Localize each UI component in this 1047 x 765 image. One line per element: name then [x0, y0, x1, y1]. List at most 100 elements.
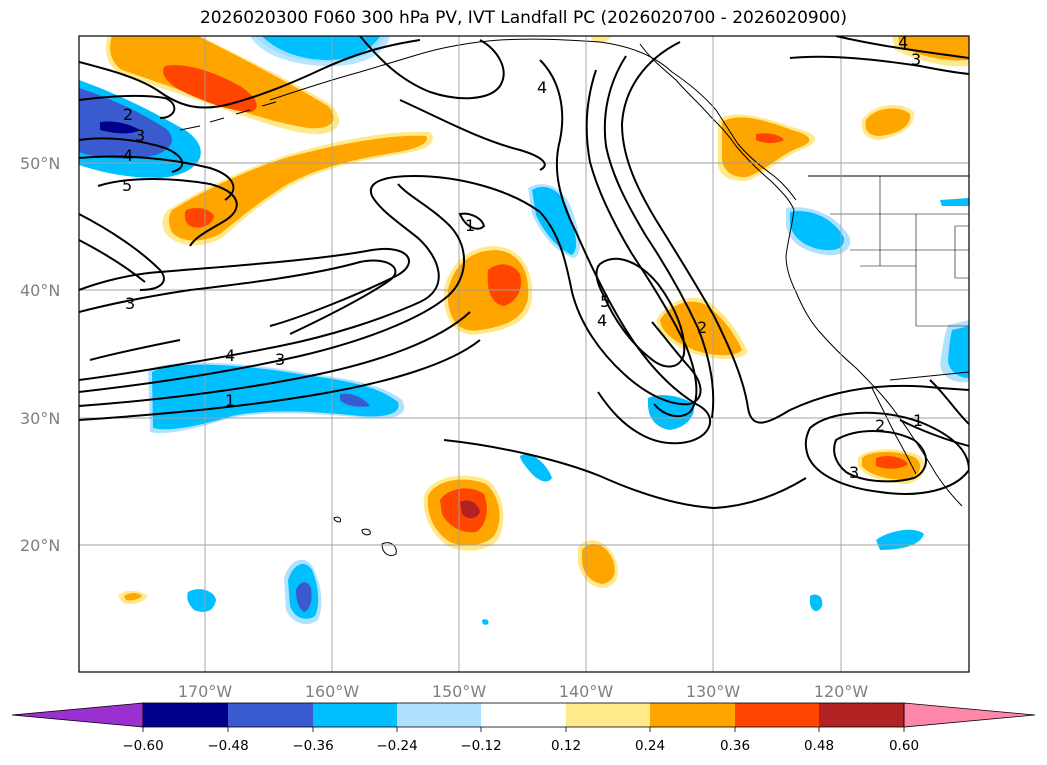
contour-ne-1 [789, 55, 969, 75]
colorbar-segment [650, 703, 735, 727]
lon-label-150w: 150°W [432, 682, 487, 701]
colorbar-segment [313, 703, 397, 727]
colorbar-tick-label: 0.24 [635, 738, 665, 754]
colorbar: −0.60 −0.48 −0.36 −0.24 −0.12 0.12 0.24 … [11, 702, 1036, 754]
us-west-coast [785, 209, 963, 507]
baja-peninsula [871, 387, 917, 475]
colorbar-tick-label: 0.12 [551, 738, 581, 754]
contour-trough-4 [620, 41, 969, 424]
alaska-panhandle [639, 43, 737, 147]
shade-blue-subtropical [152, 364, 399, 430]
contour-north-5 [97, 178, 238, 247]
lat-label-30n: 30°N [20, 409, 60, 428]
contour-label: 1 [465, 216, 475, 235]
contour-north-2 [79, 94, 176, 119]
contour-trough-3 [603, 55, 715, 419]
shade-red-nw-band [163, 65, 257, 112]
ivt-contours [79, 36, 969, 510]
contour-label: 4 [225, 346, 235, 365]
colorbar-segment [143, 703, 228, 727]
contour-closed-baja-inner [833, 430, 927, 483]
contour-label: 4 [537, 78, 547, 97]
shade-blue-top-core [262, 36, 380, 60]
colorbar-segment [735, 703, 819, 727]
contour-label: 3 [911, 50, 921, 69]
colorbar-extend-right [903, 702, 1036, 728]
lon-label-140w: 140°W [559, 682, 614, 701]
aleutian-islands [179, 101, 277, 131]
lon-label-130w: 130°W [686, 682, 741, 701]
contour-ne-4 [899, 419, 969, 447]
shade-orange-offshore [660, 301, 742, 356]
colorbar-extend-left [11, 702, 144, 728]
shade-orange-ne-corner [898, 36, 969, 61]
lon-label-170w: 170°W [178, 682, 233, 701]
hawaii-oahu [333, 516, 341, 523]
shade-blue-small-4 [810, 594, 823, 612]
shade-red-baja [876, 456, 908, 469]
shade-blue-small-2 [520, 454, 552, 482]
contour-label: 4 [597, 311, 607, 330]
contour-west-arc [89, 339, 181, 361]
contour-jet-2 [79, 183, 465, 393]
coastlines [179, 38, 969, 557]
colorbar-segment [397, 703, 481, 727]
contour-subtropical [443, 439, 807, 510]
shade-blue-southwest [948, 326, 969, 378]
shade-blue-hawaii-west-core [296, 582, 312, 612]
us-mexico-border [889, 371, 969, 381]
shade-blue-oregon [790, 211, 845, 251]
shade-red-jet [184, 208, 214, 228]
contour-label: 1 [913, 411, 923, 430]
colorbar-segment [228, 703, 313, 727]
bc-coast [735, 145, 795, 211]
shade-orange-alaska [722, 117, 810, 178]
hawaii-big-island [381, 542, 397, 557]
colorbar-tick-label: −0.60 [122, 738, 163, 754]
shade-blue-subtropical-core [340, 393, 370, 407]
map-title: 2026020300 F060 300 hPa PV, IVT Landfall… [199, 8, 847, 28]
shade-yellow-top-mid [590, 36, 612, 43]
state-line-7 [954, 225, 969, 279]
contour-north-3 [79, 137, 184, 173]
contour-label: 5 [122, 176, 132, 195]
latitude-labels: 50°N 40°N 30°N 20°N [20, 154, 60, 555]
colorbar-tick-label: 0.48 [804, 738, 834, 754]
contour-ridge-inner [79, 259, 397, 335]
contour-label: 3 [849, 463, 859, 482]
contour-central-north [399, 99, 546, 171]
shade-darkred-hawaii-north [460, 500, 480, 519]
contour-label: 4 [123, 146, 133, 165]
alaska-coast [269, 38, 797, 201]
contour-label: 5 [600, 292, 610, 311]
colorbar-tick-label: −0.24 [376, 738, 417, 754]
contour-label: 3 [125, 294, 135, 313]
contour-ne-3 [929, 379, 969, 425]
contour-mid-1 [79, 213, 165, 291]
lat-label-50n: 50°N [20, 154, 60, 173]
contour-mid-2 [79, 239, 146, 283]
contour-closed-offshore [595, 257, 686, 368]
shade-red-central [487, 264, 522, 306]
lon-label-160w: 160°W [305, 682, 360, 701]
contour-label: 1 [225, 391, 235, 410]
colorbar-tick-label: −0.12 [460, 738, 501, 754]
contour-closed-baja-outer [804, 411, 969, 495]
shade-red-alaska [756, 133, 784, 143]
lon-label-120w: 120°W [814, 682, 869, 701]
contour-label: 2 [697, 318, 707, 337]
lat-label-40n: 40°N [20, 281, 60, 300]
colorbar-tick-label: −0.36 [292, 738, 333, 754]
contour-north-4 [79, 155, 235, 201]
contour-jet-4 [79, 339, 481, 421]
shade-blue-small-1 [187, 589, 216, 612]
contour-upper-north [359, 36, 505, 100]
map-panel [79, 36, 969, 672]
contour-label: 3 [275, 350, 285, 369]
colorbar-segment [819, 703, 904, 727]
colorbar-tick-label: 0.60 [889, 738, 919, 754]
contour-labels: 2 3 4 5 3 4 3 1 1 4 5 4 2 2 1 3 4 3 [122, 36, 923, 482]
contour-ridge-outer [79, 247, 410, 327]
contour-label: 2 [123, 105, 133, 124]
